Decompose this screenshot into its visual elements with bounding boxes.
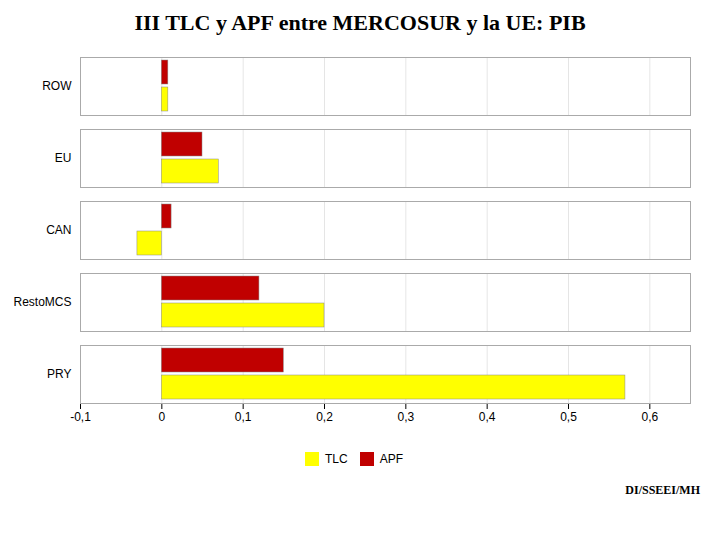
svg-text:EU: EU	[55, 151, 72, 165]
svg-text:-0,1: -0,1	[70, 410, 91, 424]
svg-text:ROW: ROW	[42, 79, 72, 93]
svg-text:0,5: 0,5	[560, 410, 577, 424]
svg-text:CAN: CAN	[46, 223, 71, 237]
html-text:TLC: TLC	[325, 451, 348, 466]
svg-text:0,2: 0,2	[316, 410, 333, 424]
svg-text:0,1: 0,1	[235, 410, 252, 424]
html-text:APF: APF	[379, 451, 403, 466]
svg-text:0,3: 0,3	[397, 410, 414, 424]
svg-text:0,6: 0,6	[641, 410, 658, 424]
html-text:III TLC y APF entre MERCOSUR y: III TLC y APF entre MERCOSUR y la UE: PI…	[134, 10, 586, 35]
svg-text:RestoMCS: RestoMCS	[13, 295, 71, 309]
html-text:DI/SSEEI/MH: DI/SSEEI/MH	[625, 483, 700, 497]
svg-text:0: 0	[158, 410, 165, 424]
svg-text:0,4: 0,4	[479, 410, 496, 424]
svg-text:PRY: PRY	[47, 367, 71, 381]
